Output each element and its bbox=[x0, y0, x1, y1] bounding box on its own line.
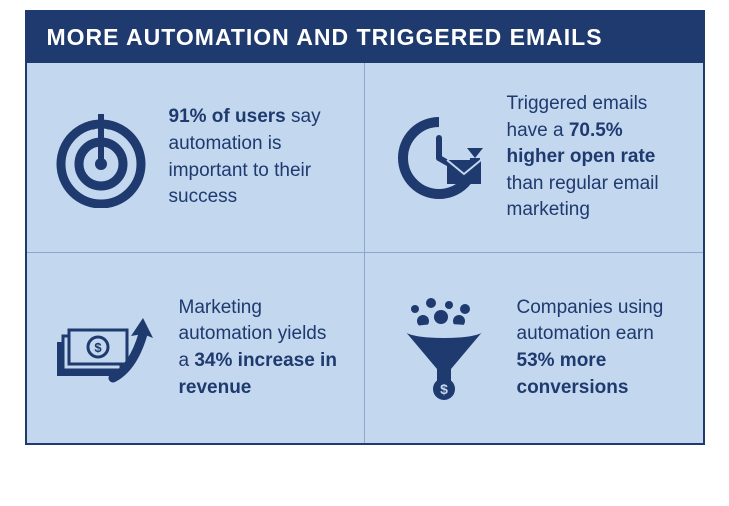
clock-mail-icon bbox=[389, 108, 489, 208]
funnel-icon: $ bbox=[389, 298, 499, 398]
infographic-card: MORE AUTOMATION AND TRIGGERED EMAILS 91%… bbox=[25, 10, 705, 445]
stat-cell-users: 91% of users say automation is important… bbox=[27, 63, 365, 253]
stat-text: Companies using automation earn 53% more… bbox=[517, 295, 679, 401]
stat-text: Triggered emails have a 70.5% higher ope… bbox=[507, 91, 679, 224]
target-icon bbox=[51, 108, 151, 208]
stat-grid: 91% of users say automation is important… bbox=[27, 63, 703, 443]
stat-text: Marketing automation yields a 34% increa… bbox=[179, 295, 340, 401]
stat-cell-open-rate: Triggered emails have a 70.5% higher ope… bbox=[365, 63, 703, 253]
stat-cell-revenue: $ Marketing automation yields a 34% incr… bbox=[27, 253, 365, 443]
stat-text: 91% of users say automation is important… bbox=[169, 104, 340, 210]
stat-cell-conversions: $ Companies using automation earn 53% mo… bbox=[365, 253, 703, 443]
header-bar: MORE AUTOMATION AND TRIGGERED EMAILS bbox=[27, 12, 703, 63]
svg-text:$: $ bbox=[94, 340, 102, 355]
header-title: MORE AUTOMATION AND TRIGGERED EMAILS bbox=[47, 24, 603, 50]
money-growth-icon: $ bbox=[51, 298, 161, 398]
svg-text:$: $ bbox=[440, 381, 448, 397]
